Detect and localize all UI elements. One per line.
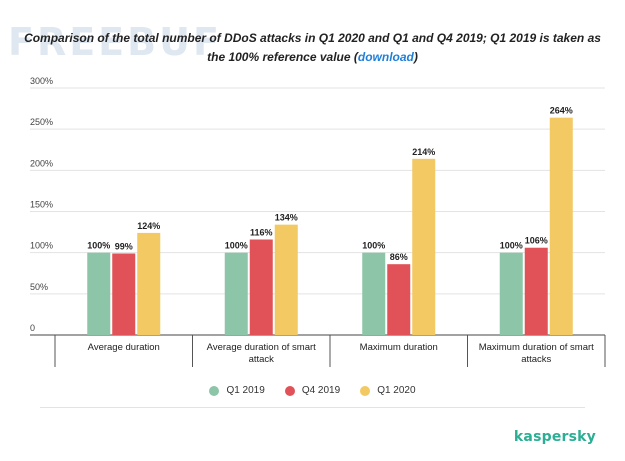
bar [224, 252, 248, 335]
y-tick-label: 300% [30, 76, 53, 86]
x-tick-label: Average duration of smart [207, 342, 316, 353]
bar [137, 232, 161, 335]
x-tick-label: attacks [521, 354, 551, 365]
legend-dot-q4-2019 [284, 385, 295, 396]
legend-label-q1-2019: Q1 2019 [226, 385, 265, 396]
bar-value-label: 99% [115, 241, 133, 251]
bar [274, 224, 298, 335]
legend-dot-q1-2019 [209, 385, 220, 396]
x-tick-label: Maximum duration [360, 342, 438, 353]
y-tick-label: 250% [30, 117, 53, 127]
legend-label-q1-2020: Q1 2020 [377, 385, 416, 396]
x-tick-label: Maximum duration of smart [479, 342, 594, 353]
chart-legend: Q1 2019 Q4 2019 Q1 2020 [0, 385, 625, 396]
legend-label-q4-2019: Q4 2019 [301, 385, 341, 396]
x-tick-label: attack [249, 354, 275, 365]
legend-item-q1-2020[interactable]: Q1 2020 [360, 385, 416, 396]
bar-value-label: 134% [275, 213, 298, 223]
bar-value-label: 116% [250, 227, 273, 237]
chart-title-text: Comparison of the total number of DDoS a… [24, 31, 601, 64]
chart-title: Comparison of the total number of DDoS a… [20, 29, 605, 67]
bar [549, 117, 573, 335]
bar [249, 239, 273, 335]
legend-item-q1-2019[interactable]: Q1 2019 [209, 385, 265, 396]
bar-value-label: 100% [225, 241, 248, 251]
bar [112, 253, 136, 335]
bar-value-label: 214% [412, 147, 435, 157]
bar-value-label: 106% [525, 236, 548, 246]
y-tick-label: 0 [30, 323, 35, 333]
legend-dot-q1-2020 [360, 385, 371, 396]
bar [362, 252, 386, 335]
watermark-logo: FREEBUF [8, 20, 222, 64]
y-tick-label: 200% [30, 158, 53, 168]
y-tick-label: 100% [30, 241, 53, 251]
bar-value-label: 124% [137, 221, 160, 231]
bar [524, 247, 548, 335]
bar-value-label: 100% [500, 241, 523, 251]
chart-title-close: ) [413, 50, 418, 64]
download-link[interactable]: download [357, 50, 414, 64]
bar-value-label: 100% [87, 241, 110, 251]
bar [87, 252, 111, 335]
y-tick-label: 50% [30, 282, 48, 292]
bar-value-label: 100% [362, 241, 385, 251]
bar [387, 264, 411, 335]
legend-item-q4-2019[interactable]: Q4 2019 [284, 385, 341, 396]
bar [412, 158, 436, 335]
bar [499, 252, 523, 335]
y-tick-label: 150% [30, 200, 53, 210]
bar-value-label: 86% [390, 252, 408, 262]
bar-value-label: 264% [550, 106, 573, 116]
bottom-divider [40, 407, 585, 408]
x-tick-label: Average duration [88, 342, 160, 353]
kaspersky-logo: kaspersky [513, 429, 596, 445]
